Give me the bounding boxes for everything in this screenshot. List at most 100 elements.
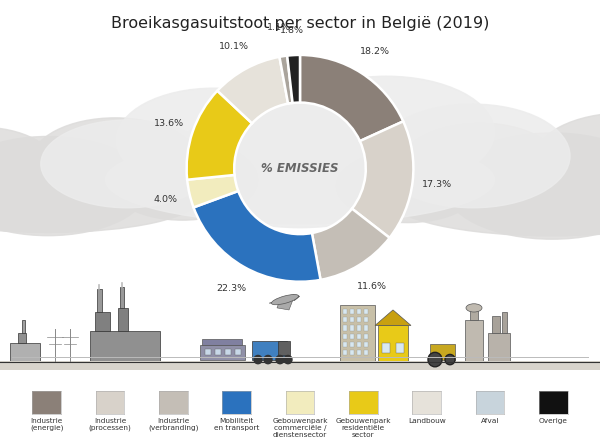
Text: 4.0%: 4.0%: [153, 195, 177, 204]
Bar: [18, 333, 26, 343]
Bar: [350, 326, 354, 330]
Ellipse shape: [116, 88, 311, 192]
Bar: [252, 341, 287, 360]
Bar: [200, 345, 245, 360]
Text: 10.1%: 10.1%: [219, 43, 249, 51]
Polygon shape: [277, 299, 293, 310]
Bar: [202, 339, 242, 345]
Bar: [215, 349, 221, 355]
Bar: [364, 317, 368, 323]
Bar: [343, 309, 347, 314]
Bar: [378, 326, 408, 361]
Bar: [430, 344, 455, 360]
Bar: [118, 308, 128, 330]
Bar: [396, 343, 404, 354]
Bar: [357, 317, 361, 323]
Circle shape: [284, 355, 292, 364]
Bar: [343, 334, 347, 339]
Bar: [343, 350, 347, 355]
Wedge shape: [187, 91, 252, 180]
Ellipse shape: [0, 164, 199, 233]
Wedge shape: [287, 55, 300, 103]
Bar: [364, 326, 368, 330]
Text: 17.3%: 17.3%: [422, 180, 452, 189]
Ellipse shape: [0, 127, 56, 208]
Bar: [0, 361, 600, 370]
Bar: [350, 317, 354, 323]
Text: % EMISSIES: % EMISSIES: [261, 162, 339, 175]
Bar: [357, 350, 361, 355]
Ellipse shape: [534, 113, 600, 206]
Text: Afval: Afval: [481, 418, 499, 424]
Text: Gebouwenpark
residentiële
sector: Gebouwenpark residentiële sector: [335, 418, 391, 438]
Ellipse shape: [399, 123, 561, 210]
Ellipse shape: [106, 136, 494, 224]
Ellipse shape: [466, 304, 482, 312]
Polygon shape: [375, 310, 411, 326]
Ellipse shape: [444, 133, 600, 239]
Wedge shape: [300, 55, 403, 141]
Bar: [364, 334, 368, 339]
Bar: [364, 342, 368, 347]
Bar: [502, 312, 507, 333]
Bar: [340, 305, 375, 361]
Text: Broeikasgasuitstoot per sector in België (2019): Broeikasgasuitstoot per sector in België…: [111, 16, 489, 31]
Bar: [382, 343, 390, 354]
Bar: [350, 342, 354, 347]
Ellipse shape: [376, 104, 570, 208]
Bar: [492, 316, 500, 333]
Text: 1.1%: 1.1%: [267, 23, 291, 31]
Bar: [364, 309, 368, 314]
Text: Gebouwenpark
commerciële /
dienstensector: Gebouwenpark commerciële / dienstensecto…: [272, 418, 328, 438]
Text: Industrie
(processen): Industrie (processen): [89, 418, 131, 431]
Wedge shape: [217, 57, 288, 123]
Text: Industrie
(verbranding): Industrie (verbranding): [148, 418, 199, 431]
Bar: [95, 312, 110, 330]
Bar: [357, 326, 361, 330]
Text: 13.6%: 13.6%: [154, 120, 184, 128]
Bar: [350, 309, 354, 314]
Text: Overige: Overige: [539, 418, 568, 424]
Bar: [364, 350, 368, 355]
Bar: [278, 341, 290, 355]
Bar: [10, 343, 40, 361]
Bar: [97, 289, 102, 312]
Ellipse shape: [278, 76, 494, 188]
Circle shape: [428, 352, 442, 367]
Bar: [225, 349, 231, 355]
Text: 22.3%: 22.3%: [217, 284, 247, 293]
Bar: [350, 334, 354, 339]
Text: Industrie
(energie): Industrie (energie): [30, 418, 64, 431]
Text: 18.2%: 18.2%: [360, 47, 390, 57]
Bar: [343, 326, 347, 330]
Bar: [120, 287, 124, 308]
Bar: [470, 308, 478, 320]
Bar: [22, 320, 25, 333]
Ellipse shape: [41, 120, 214, 208]
Ellipse shape: [0, 136, 149, 236]
Bar: [343, 317, 347, 323]
Bar: [488, 333, 510, 361]
Bar: [205, 349, 211, 355]
Bar: [357, 334, 361, 339]
Bar: [235, 349, 241, 355]
Circle shape: [276, 355, 284, 364]
Circle shape: [445, 354, 455, 365]
Wedge shape: [194, 191, 320, 282]
Circle shape: [264, 355, 272, 364]
Ellipse shape: [336, 150, 480, 223]
Bar: [357, 309, 361, 314]
Ellipse shape: [390, 163, 600, 236]
Bar: [343, 342, 347, 347]
Ellipse shape: [271, 295, 299, 305]
Bar: [357, 342, 361, 347]
Text: Landbouw: Landbouw: [408, 418, 446, 424]
Text: 11.6%: 11.6%: [357, 282, 387, 291]
Wedge shape: [187, 175, 238, 207]
Wedge shape: [280, 56, 293, 104]
Bar: [350, 350, 354, 355]
Text: Mobiliteit
en transport: Mobiliteit en transport: [214, 418, 259, 431]
Ellipse shape: [170, 100, 430, 228]
Ellipse shape: [31, 118, 199, 205]
Wedge shape: [312, 209, 389, 280]
